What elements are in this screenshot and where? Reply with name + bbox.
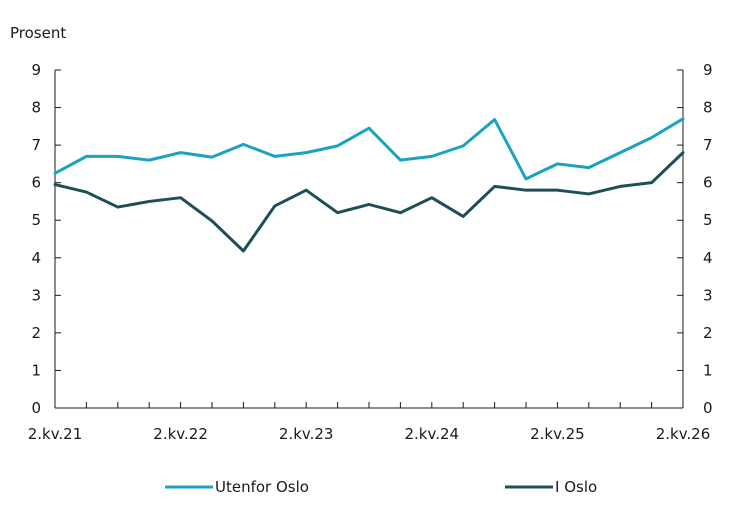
y-tick-label-right-3: 3: [703, 286, 713, 304]
y-tick-label-right-7: 7: [703, 136, 713, 154]
legend-label-1: I Oslo: [555, 478, 597, 496]
y-tick-label-right-5: 5: [703, 211, 713, 229]
y-tick-label-left-6: 6: [31, 174, 41, 192]
y-tick-label-left-8: 8: [31, 99, 41, 117]
y-tick-label-right-0: 0: [703, 399, 713, 417]
y-tick-label-right-6: 6: [703, 174, 713, 192]
y-axis-title: Prosent: [10, 24, 66, 42]
y-tick-label-left-2: 2: [31, 324, 41, 342]
legend: Utenfor Oslo I Oslo: [165, 478, 597, 496]
series-lines: [53, 117, 685, 253]
y-tick-label-left-3: 3: [31, 286, 41, 304]
y-tick-label-left-9: 9: [31, 61, 41, 79]
y-tick-label-left-7: 7: [31, 136, 41, 154]
axes: 0 0 1 1 2 2 3 3 4 4 5 5 6 6 7 7 8 8 9 9 2.kv.21 2.kv.22 2.kv.2…: [28, 61, 713, 443]
x-tick-label-20: 2.kv.26: [656, 425, 711, 443]
y-tick-label-left-1: 1: [31, 361, 41, 379]
y-tick-label-right-2: 2: [703, 324, 713, 342]
y-tick-label-left-0: 0: [31, 399, 41, 417]
legend-label-0: Utenfor Oslo: [215, 478, 309, 496]
y-tick-label-right-4: 4: [703, 249, 713, 267]
series-line-0: [53, 117, 685, 181]
x-tick-label-8: 2.kv.23: [279, 425, 334, 443]
y-tick-label-left-4: 4: [31, 249, 41, 267]
y-tick-label-right-1: 1: [703, 361, 713, 379]
x-tick-label-12: 2.kv.24: [405, 425, 460, 443]
y-tick-label-left-5: 5: [31, 211, 41, 229]
y-tick-label-right-9: 9: [703, 61, 713, 79]
series-line-1: [53, 151, 685, 253]
x-tick-label-16: 2.kv.25: [530, 425, 585, 443]
x-tick-label-0: 2.kv.21: [28, 425, 83, 443]
y-tick-label-right-8: 8: [703, 99, 713, 117]
x-tick-label-4: 2.kv.22: [153, 425, 208, 443]
